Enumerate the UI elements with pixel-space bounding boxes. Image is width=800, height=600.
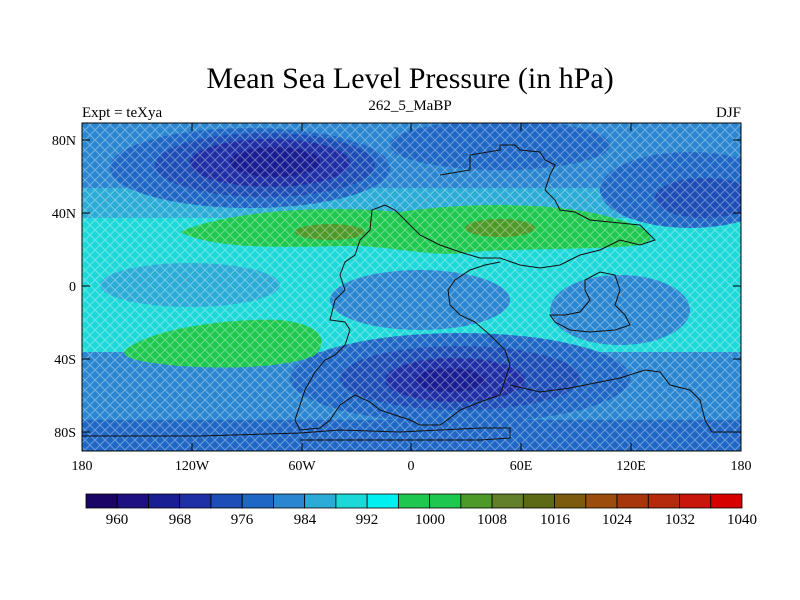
lon-label-120e: 120E [616,459,646,474]
continent-outline-south [509,369,741,433]
colorbar-label: 976 [231,512,254,528]
colorbar-swatch [460,493,493,509]
colorbar-label: 1000 [415,512,445,528]
colorbar-label: 1016 [540,512,571,528]
lat-label-40s: 40S [54,353,76,368]
antarctica-outline [82,427,511,441]
colorbar-label: 968 [169,512,192,528]
colorbar-swatch [241,493,274,509]
colorbar-labels: 960 968 976 984 992 1000 1008 1016 1024 … [106,512,757,528]
lon-label-120w: 120W [175,459,210,474]
colorbar-swatch [273,493,306,509]
colorbar-swatch [304,493,337,509]
colorbar-swatch [616,493,649,509]
continent-outline-north [294,144,656,431]
colorbar-swatch [85,493,118,509]
lon-label-180w: 180 [72,459,93,474]
colorbar-swatch [647,493,680,509]
colorbar-label: 1024 [602,512,633,528]
colorbar-label: 1008 [477,512,507,528]
colorbar-swatch [366,493,399,509]
colorbar-swatch [397,493,431,509]
colorbar-label: 960 [106,512,129,528]
lon-label-180e: 180 [731,459,752,474]
colorbar-label: 992 [356,512,379,528]
colorbar-swatch [522,493,555,509]
contour-texture [82,123,741,451]
experiment-label: Expt = teXya [82,105,162,121]
lat-label-80s: 80S [54,426,76,441]
lon-label-60e: 60E [510,459,533,474]
colorbar-swatch [335,493,368,509]
lat-label-40n: 40N [52,207,76,222]
pressure-field [82,123,741,451]
season-label: DJF [716,105,741,121]
colorbar-swatch [491,493,524,509]
colorbar-swatch [179,493,212,509]
lon-label-0: 0 [408,459,415,474]
lat-axis: 80N 40N 0 40S 80S [52,134,741,441]
colorbar-swatch [554,493,587,509]
colorbar-label: 984 [294,512,317,528]
colorbar-swatch [585,493,618,509]
lat-label-0: 0 [69,280,76,295]
colorbar-swatch [116,493,149,509]
colorbar-swatch [710,493,743,509]
colorbar-swatch [679,493,712,509]
colorbar-swatch [429,493,462,509]
lat-label-80n: 80N [52,134,76,149]
colorbar [85,493,743,509]
colorbar-label: 1040 [727,512,757,528]
map-title: Mean Sea Level Pressure (in hPa) [206,62,613,95]
lon-axis: 180 120W 60W 0 60E 120E 180 [72,123,752,474]
lon-label-60w: 60W [288,459,316,474]
colorbar-label: 1032 [665,512,695,528]
colorbar-swatch [148,493,181,509]
colorbar-swatch [210,493,243,509]
continent-outline-east [549,271,631,333]
time-period-label: 262_5_MaBP [368,98,451,114]
